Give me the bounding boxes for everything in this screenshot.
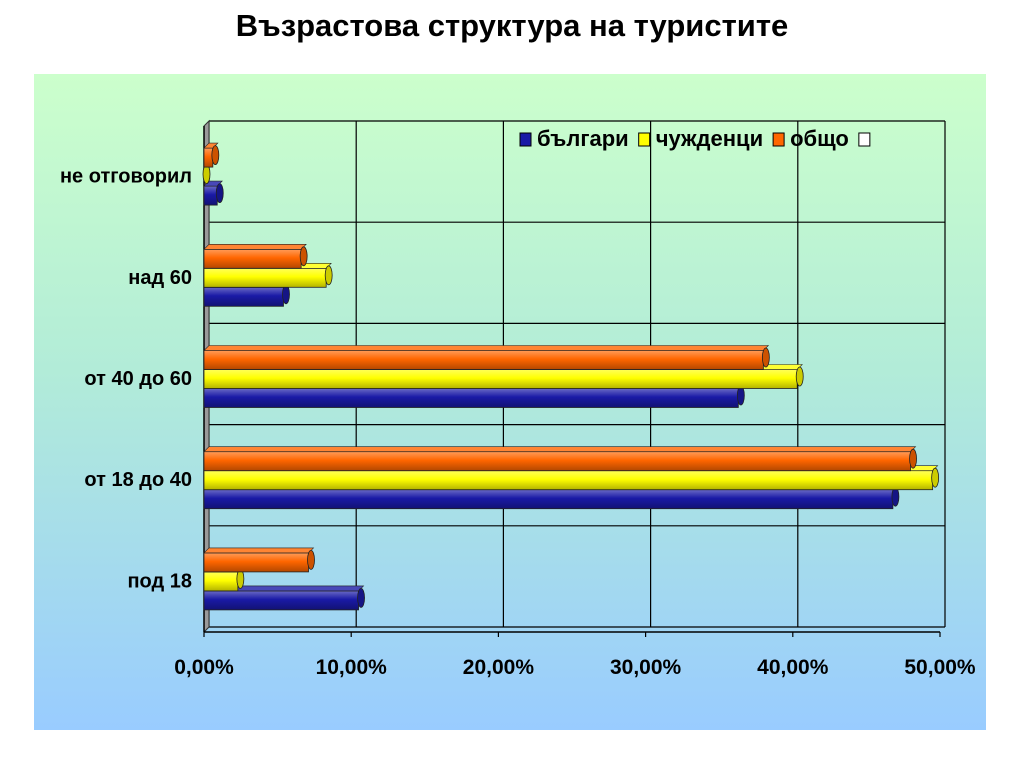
x-tick-label: 0,00%	[174, 656, 234, 679]
legend-swatch	[519, 132, 532, 147]
bar-общо-над 60	[203, 244, 308, 269]
category-label: от 18 до 40	[84, 469, 192, 491]
chart-panel: под 18 от 18 до 40 от 40 до 60 над 60 не отг…	[34, 74, 986, 730]
category-label: над 60	[128, 267, 192, 289]
legend-swatch	[638, 132, 651, 147]
chart-legend: българи чужденци общо	[519, 126, 871, 151]
x-tick-label: 50,00%	[904, 656, 976, 679]
bar-българи-под 18	[203, 585, 365, 611]
category-label: под 18	[127, 570, 192, 592]
slide-title: Възрастова структура на туристите	[235, 8, 789, 43]
legend-label: общо	[790, 126, 849, 151]
bar-chart: под 18 от 18 до 40 от 40 до 60 над 60 не отг…	[60, 119, 976, 679]
legend-swatch	[772, 132, 785, 147]
legend-swatch	[858, 132, 871, 147]
legend-label: българи	[537, 126, 629, 151]
bar-общо-от 40 до 60	[203, 345, 770, 370]
x-tick-label: 40,00%	[757, 656, 829, 679]
bar-общо-от 18 до 40	[203, 446, 917, 472]
bar-българи-не отговорил	[203, 180, 224, 206]
x-tick-label: 10,00%	[316, 656, 388, 679]
category-label: не отговорил	[60, 166, 192, 188]
x-tick-label: 30,00%	[610, 656, 682, 679]
category-label: от 40 до 60	[84, 368, 192, 390]
legend-label: чужденци	[656, 126, 763, 151]
x-tick-label: 20,00%	[463, 656, 535, 679]
bar-общо-под 18	[203, 547, 315, 573]
bar-общо-не отговорил	[203, 142, 220, 168]
